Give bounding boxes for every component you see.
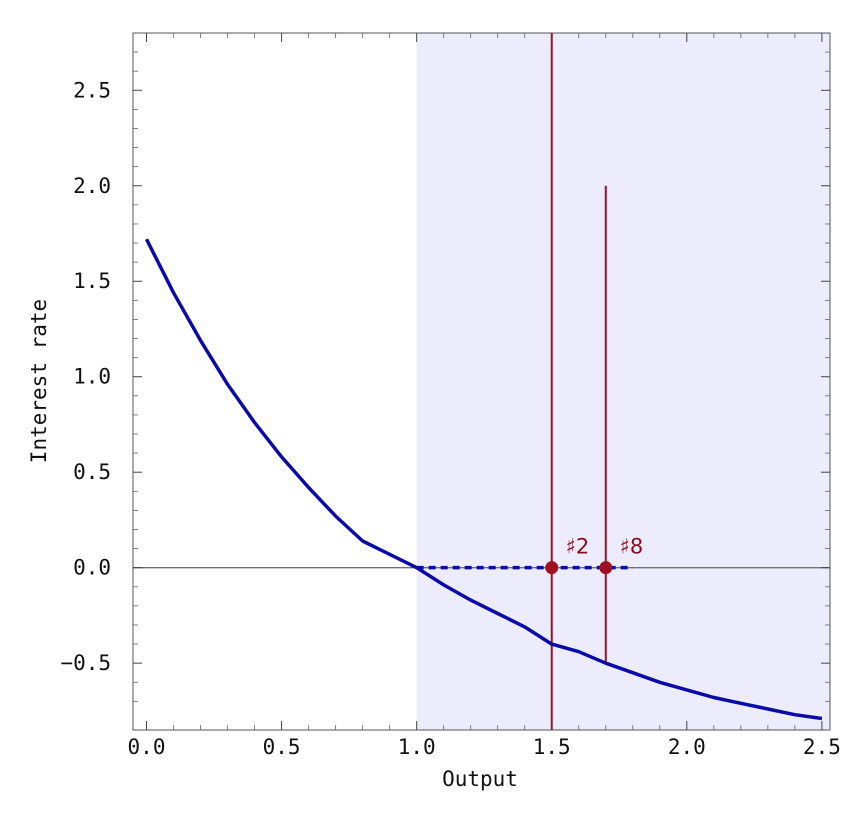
point-2	[599, 561, 613, 575]
y-tick-label: 1.0	[73, 365, 111, 389]
y-tick-label: 1.5	[73, 269, 111, 293]
y-tick-label: 2.5	[73, 78, 111, 102]
point-label-1: ♯2	[566, 535, 590, 559]
x-tick-label: 1.0	[398, 735, 436, 759]
x-axis-title: Output	[442, 767, 518, 791]
demand-curve	[144, 238, 823, 721]
y-tick-label: 2.0	[73, 174, 111, 198]
plot-lines-layer	[133, 33, 830, 730]
point-1	[545, 561, 559, 575]
plot-frame-layer: 0.0 0.5 1.0 1.5 2.0 2.5 −0.5 0.0 0.5 1.0 1.5 2.0 2.5	[60, 32, 841, 759]
x-tick-label: 1.5	[533, 735, 571, 759]
x-tick-label: 0.5	[263, 735, 301, 759]
x-tick-label: 0.0	[128, 735, 166, 759]
point-label-2: ♯8	[620, 535, 644, 559]
x-tick-label: 2.0	[668, 735, 706, 759]
y-tick-label: −0.5	[60, 651, 111, 675]
points-layer: ♯2 ♯8	[545, 535, 643, 575]
y-tick-label: 0.0	[73, 556, 111, 580]
plot-frame	[132, 32, 831, 731]
y-axis-title: Interest rate	[27, 299, 51, 463]
shaded-region	[416, 33, 830, 730]
x-tick-label: 2.5	[803, 735, 841, 759]
y-tick-label: 0.5	[73, 460, 111, 484]
shaded-region-layer	[416, 33, 830, 730]
